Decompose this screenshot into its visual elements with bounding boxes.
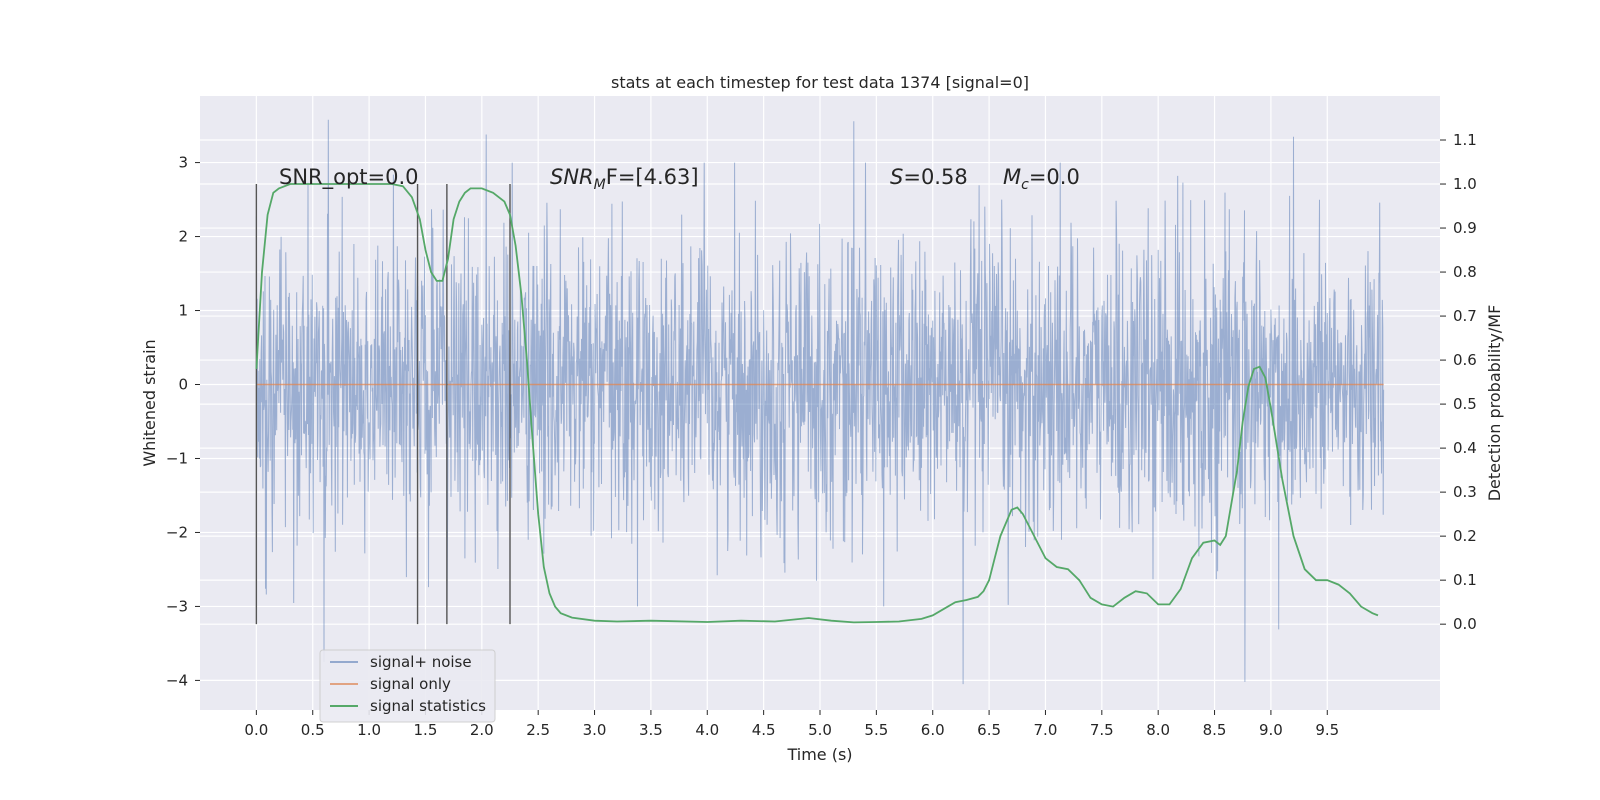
x-tick-label: 7.5 (1090, 721, 1114, 739)
annotation-s-value: =0.58 (903, 165, 967, 189)
annotation-s-symbol: S (890, 165, 903, 189)
legend-box (319, 649, 496, 723)
x-tick-label: 6.5 (977, 721, 1001, 739)
x-tick-label: 8.0 (1146, 721, 1170, 739)
y-tick-label: −1 (166, 449, 188, 467)
x-tick-label: 0.0 (244, 721, 268, 739)
x-tick-label: 3.0 (583, 721, 607, 739)
y-tick-label-right: 1.1 (1453, 131, 1477, 149)
annotation-snr-opt: SNR_opt=0.0 (279, 165, 419, 190)
x-tick-label: 5.0 (808, 721, 832, 739)
y-tick-label-right: 0.9 (1453, 219, 1477, 237)
y-tick-label-right: 0.2 (1453, 527, 1477, 545)
annotation-mc: Mc=0.0 (1003, 165, 1080, 193)
x-tick-label: 9.0 (1259, 721, 1283, 739)
x-ticks: 0.0 0.5 1.0 1.5 2.0 2.5 3.0 3.5 4.0 4.5 5.0 5.5 6.0 6… (244, 710, 1339, 739)
annotation-mc-sub: c (1021, 177, 1029, 193)
series-signal-noise (255, 119, 1385, 685)
chart-title: stats at each timestep for test data 137… (611, 73, 1029, 92)
x-tick-label: 9.5 (1315, 721, 1339, 739)
y-axis-label: Whitened strain (140, 339, 159, 466)
y-tick-label-right: 0.7 (1453, 307, 1477, 325)
legend: signal+ noise signal only signal statist… (319, 649, 496, 723)
x-tick-label: 6.0 (921, 721, 945, 739)
x-tick-label: 4.5 (752, 721, 776, 739)
y-tick-label-right: 0.3 (1453, 483, 1477, 501)
series-signal-statistics (255, 183, 1379, 624)
x-tick-label: 7.0 (1034, 721, 1058, 739)
x-tick-label: 5.5 (864, 721, 888, 739)
y-tick-label: 3 (178, 154, 188, 172)
vertical-lines (255, 184, 511, 625)
x-tick-label: 2.5 (526, 721, 550, 739)
y-tick-label: 2 (178, 228, 188, 246)
x-tick-label: 0.5 (301, 721, 325, 739)
signal-statistics-line (255, 183, 1379, 624)
annotation-mc-symbol: M (1003, 165, 1021, 189)
annotation-mc-value: =0.0 (1029, 165, 1080, 189)
y-ticks-right: 1.1 1.0 0.9 0.8 0.7 0.6 0.5 0.4 0.3 0.2 0.1 0.0 (1440, 131, 1477, 633)
x-tick-label: 4.0 (695, 721, 719, 739)
legend-label-signal-only: signal only (370, 675, 451, 693)
y-ticks: 3 2 1 0 −1 −2 −3 −4 (166, 154, 200, 689)
x-tick-label: 8.5 (1203, 721, 1227, 739)
annotation-snr-mf-main: SNR (550, 165, 594, 189)
y-tick-label: −3 (166, 597, 188, 615)
annotation-snr-mf: SNRMF=[4.63] (550, 165, 699, 193)
y-tick-label: 0 (178, 376, 188, 394)
annotation-snr-mf-sub: M (594, 177, 606, 193)
y-tick-label-right: 0.0 (1453, 615, 1477, 633)
legend-label-signal-statistics: signal statistics (370, 697, 486, 715)
y-axis-label-right: Detection probability/MF (1485, 305, 1504, 502)
y-tick-label: −4 (166, 671, 188, 689)
y-tick-label-right: 1.0 (1453, 175, 1477, 193)
x-tick-label: 1.5 (414, 721, 438, 739)
x-tick-label: 2.0 (470, 721, 494, 739)
signal-noise-line (255, 119, 1385, 685)
x-tick-label: 3.5 (639, 721, 663, 739)
y-tick-label-right: 0.4 (1453, 439, 1477, 457)
annotation-s: S=0.58 (890, 165, 968, 189)
y-tick-label: 1 (178, 302, 188, 320)
x-tick-label: 1.0 (357, 721, 381, 739)
y-tick-label-right: 0.5 (1453, 395, 1477, 413)
x-axis-label: Time (s) (786, 745, 852, 764)
y-tick-label-right: 0.1 (1453, 571, 1477, 589)
y-tick-label: −2 (166, 523, 188, 541)
y-tick-label-right: 0.6 (1453, 351, 1477, 369)
legend-label-signal-noise: signal+ noise (370, 653, 472, 671)
y-tick-label-right: 0.8 (1453, 263, 1477, 281)
annotation-snr-mf-rest: F=[4.63] (606, 165, 699, 189)
